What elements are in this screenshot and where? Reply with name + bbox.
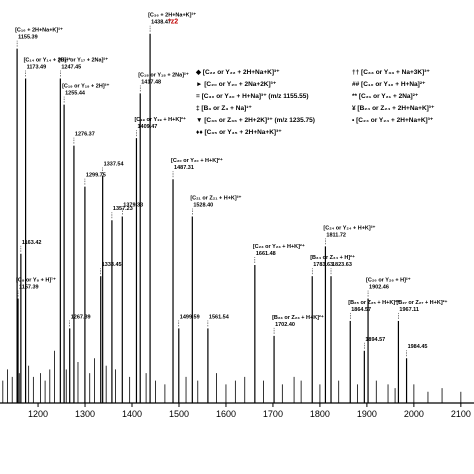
ion-label: [C₃₆ + 2H+Na+K]²⁺	[148, 12, 196, 19]
legend-entry: ** [C₂₁ or Y₂₁ + 2Na]²⁺	[352, 93, 419, 100]
peak-label: 1499.59	[180, 314, 200, 320]
peak-label: 1561.54	[209, 314, 230, 320]
legend-entry: †† [C₃₃ or Y₃₃ + Na+3K]³⁺	[352, 69, 430, 76]
ion-label: [B₂₃ or Z₂₃ + H+K]²⁺	[272, 314, 324, 321]
peak-label: 1894.57	[365, 337, 385, 343]
peak-label: 1702.40	[275, 322, 295, 328]
x-tick-label: 1400	[122, 409, 142, 419]
peak-label: 1357.23	[113, 206, 133, 212]
ion-label: [B₂₄ or Z₂₄ + H]²⁺	[310, 254, 355, 261]
ion-label: [C₁₈ or Y₁₈ + 2Na]²⁺	[138, 71, 189, 78]
peak-label: 1379.33	[123, 203, 143, 209]
peak-label: 1902.46	[369, 285, 389, 291]
ion-label: [C₂₀ or Y₂₀ + H+K]²⁺	[171, 157, 223, 164]
peak-label: 1267.39	[71, 314, 91, 320]
ion-label: [C₂₃ or Y₂₃ + H+K]²⁺	[253, 243, 305, 250]
x-tick-label: 2000	[404, 409, 424, 419]
ion-label: [B₂₇ or Z₂₇ + H+K]²⁺	[396, 299, 447, 306]
legend-entry: ¥ [B₂₄ or Z₂₄ + 2H+Na+K]³⁺	[352, 105, 435, 112]
x-tick-label: 1900	[357, 409, 377, 419]
peak-label: 1783.63	[313, 262, 333, 268]
peak-label: 1811.72	[326, 232, 346, 238]
peak-label: 1438.47	[151, 20, 171, 26]
legend-entry: ▼ [C₃₆ or Z₃₆ + 2H+2K]³⁺ (m/z 1235.75)	[196, 117, 315, 124]
x-tick-label: 1200	[28, 409, 48, 419]
peak-label: 1173.49	[27, 64, 47, 70]
peak-label: 1337.54	[104, 161, 125, 167]
x-tick-label: 1500	[169, 409, 189, 419]
charge-note: *z2	[168, 19, 178, 26]
ion-label: [C₂₁ or Z₂₁ + H+K]²⁺	[190, 195, 241, 202]
ion-label: [C₁₇ or Y₁₇ + 2Na]²⁺	[58, 56, 108, 63]
ion-label: [C₈ or Y₈ + H]¹⁺	[16, 277, 56, 284]
ion-label: [C₁₆ + 2H+Na+K]²⁺	[15, 27, 63, 34]
peak-label: 1155.39	[18, 35, 38, 41]
x-tick-label: 1700	[263, 409, 283, 419]
x-tick-label: 1800	[310, 409, 330, 419]
peak-label: 1157.39	[19, 285, 39, 291]
legend-entry: ♦♦ [C₃₅ or Y₃₅ + 2H+Na+K]³⁺	[196, 129, 282, 136]
peak-label: 1661.48	[256, 251, 276, 257]
x-tick-label: 1300	[75, 409, 95, 419]
legend-entry: = [C₃₀ or Y₃₀ + H+Na]³⁺ (m/z 1155.55)	[196, 93, 309, 100]
peak-label: 1487.31	[174, 165, 194, 171]
legend-entry: ## [C₁₀ or Y₁₀ + H+Na]²⁺	[352, 81, 426, 88]
legend-entry: • [C₂₄ or Y₂₄ + 2H+Na+K]³⁺	[352, 117, 434, 124]
peak-label: 1864.57	[351, 307, 371, 313]
x-tick-label: 1600	[216, 409, 236, 419]
peak-label: 1967.11	[399, 307, 419, 313]
peak-label: 1299.75	[86, 173, 106, 179]
ion-label: [B₂₅ or Z₂₅ + H+K]²⁺	[348, 299, 400, 306]
ion-label: [C₁₉ or Y₁₉ + 2H]²⁺	[62, 83, 109, 90]
peak-label: 1409.47	[137, 124, 157, 130]
peak-label: 1528.40	[193, 203, 213, 209]
peak-label: 1417.48	[141, 79, 161, 85]
x-tick-label: 2100	[451, 409, 471, 419]
ion-label: [C₁₉ or Y₁₉ + H+K]²⁺	[134, 116, 186, 123]
peak-label: 1163.42	[22, 240, 42, 246]
peak-label: 1276.37	[75, 132, 95, 138]
ion-label: [C₂₄ or Y₂₄ + H+K]²⁺	[323, 224, 375, 231]
legend-entry: ‡ [B₃ or Z₃ + Na]¹⁺	[196, 105, 252, 112]
peak-label: 1255.44	[65, 91, 86, 97]
ion-label: [C₂₆ or Y₂₆ + H]²⁺	[366, 277, 411, 284]
legend-entry: ► [C₂₀ or Y₂₀ + 2Na+2K]³⁺	[196, 81, 277, 88]
ion-label: [C₁₄ or Y₁₄ + 2H]²⁺	[24, 56, 72, 63]
legend-entry: ◆ [C₂₂ or Y₂₂ + 2H+Na+K]³⁺	[195, 69, 280, 76]
peak-label: 1984.45	[408, 344, 428, 350]
peak-label: 1247.45	[61, 64, 81, 70]
peak-label: 1333.45	[102, 262, 122, 268]
peak-label: 1823.63	[332, 262, 352, 268]
